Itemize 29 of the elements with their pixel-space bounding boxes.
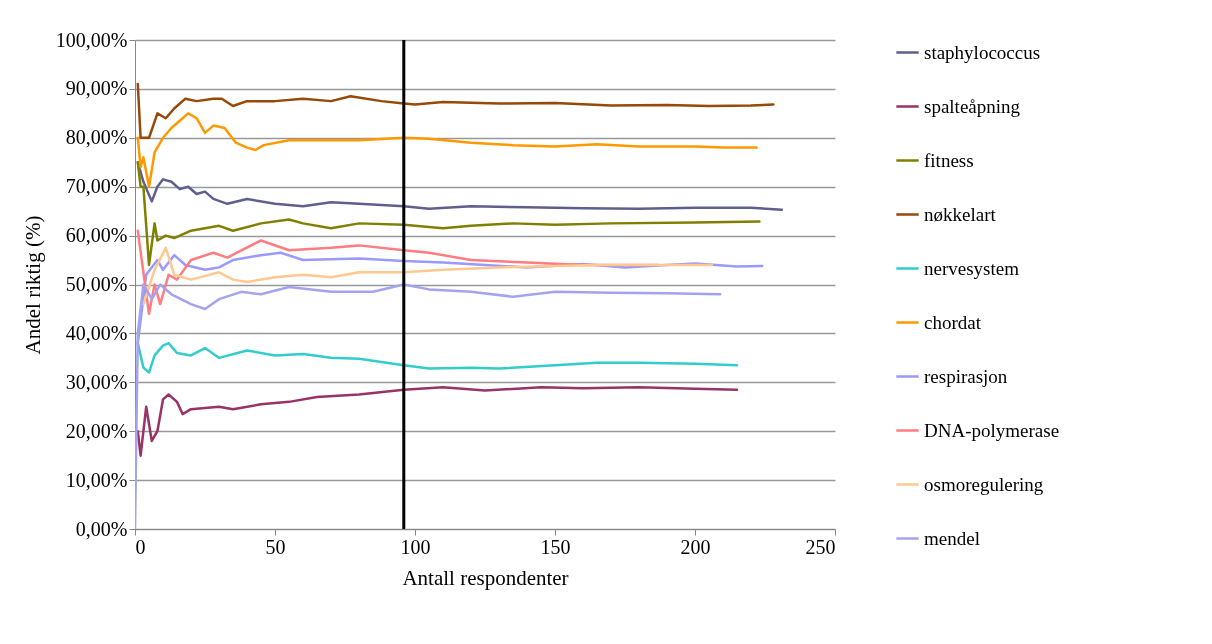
legend-label: osmoregulering (924, 473, 1044, 495)
x-tick-label: 50 (265, 535, 286, 558)
x-tick-label: 250 (805, 535, 836, 558)
legend-label: DNA-polymerase (924, 419, 1060, 441)
y-tick-label: 100,00% (55, 28, 128, 51)
y-tick-label: 90,00% (65, 77, 128, 100)
y-tick-label: 20,00% (65, 419, 128, 442)
y-tick-label: 80,00% (65, 126, 128, 149)
x-tick-label: 0 (135, 535, 146, 558)
y-tick-label: 30,00% (65, 370, 128, 393)
x-axis-title: Antall respondenter (402, 565, 569, 590)
x-tick-label: 150 (540, 535, 571, 558)
legend-label: respirasjon (924, 365, 1008, 387)
x-tick-label: 100 (400, 535, 431, 558)
y-tick-label: 10,00% (65, 468, 128, 491)
y-axis-title: Andel riktig (%) (20, 215, 45, 355)
legend-label: nøkkelart (924, 203, 997, 225)
y-tick-label: 60,00% (65, 224, 128, 247)
y-tick-label: 40,00% (65, 321, 128, 344)
legend-label: mendel (924, 527, 980, 549)
y-tick-label: 70,00% (65, 175, 128, 198)
y-tick-label: 0,00% (75, 517, 128, 540)
legend-label: spalteåpning (924, 95, 1021, 117)
legend-label: staphylococcus (924, 41, 1041, 63)
y-tick-label: 50,00% (65, 273, 128, 295)
legend-label: fitness (924, 149, 974, 171)
legend-label: chordat (924, 311, 982, 333)
legend-label: nervesystem (924, 257, 1020, 279)
x-tick-label: 200 (680, 535, 711, 558)
